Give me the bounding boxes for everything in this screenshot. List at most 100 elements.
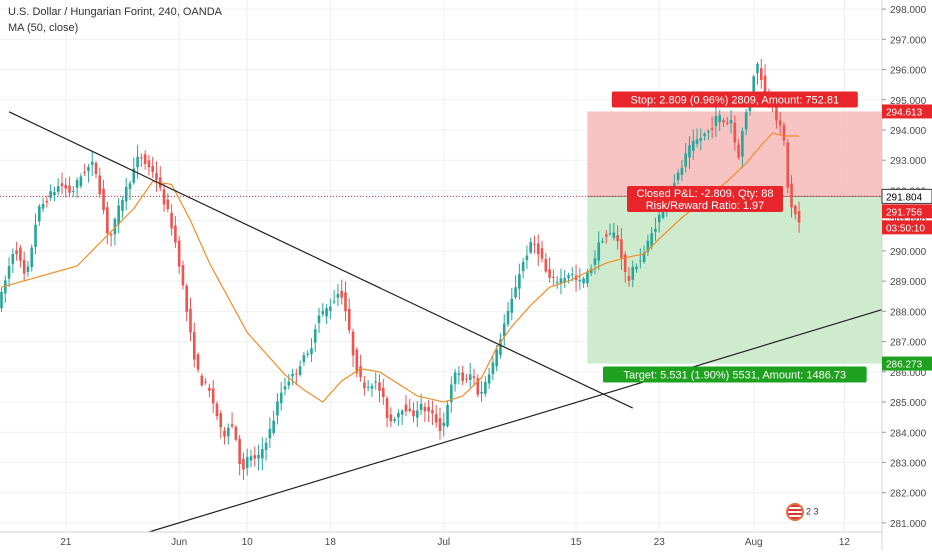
candle	[151, 156, 154, 179]
price-tick-label: 297.000	[890, 35, 927, 46]
price-tick-label: 290.000	[890, 247, 927, 258]
candle-body	[310, 348, 313, 355]
candle-body	[657, 214, 661, 223]
candle	[763, 64, 767, 94]
candle-body	[733, 122, 737, 143]
candle-body	[295, 373, 298, 375]
price-tag-target: 286.273	[882, 356, 932, 371]
candle	[60, 172, 64, 195]
ascending-support-trendline	[148, 309, 882, 532]
candle-body	[75, 180, 79, 188]
candle	[11, 248, 15, 273]
candle	[725, 117, 729, 126]
time-tick-label: Aug	[745, 537, 763, 548]
candle	[128, 180, 132, 201]
pnl-text: Closed P&L: -2.809, Qty: 88	[637, 188, 774, 200]
candle	[90, 150, 94, 176]
candle	[245, 448, 249, 476]
price-tag-entry: 291.804	[881, 188, 932, 204]
candle	[480, 381, 483, 402]
candle-body	[642, 252, 646, 263]
candle	[438, 407, 442, 440]
price-tag-bg	[882, 356, 932, 371]
candle-body	[83, 172, 86, 174]
candle	[778, 112, 782, 135]
candle	[340, 279, 343, 305]
candle-body	[631, 266, 635, 280]
candle	[249, 449, 253, 468]
price-axis: 281.000 282.000 283.000 284.000 285.000 286.0…	[881, 0, 932, 550]
time-tick-label: 15	[570, 537, 582, 548]
candle-body	[359, 366, 362, 378]
candle	[642, 245, 646, 264]
candle-body	[26, 266, 30, 272]
price-tick-label: 282.000	[890, 489, 927, 500]
candle-body	[563, 278, 567, 282]
candle	[612, 223, 616, 241]
price-tick-label: 288.000	[890, 307, 927, 318]
price-tick-label: 295.000	[890, 96, 927, 107]
candle-body	[109, 234, 113, 236]
candle	[495, 345, 498, 372]
candle-body	[313, 329, 317, 343]
candle	[351, 328, 355, 368]
candle-body	[332, 301, 336, 303]
candle-body	[302, 355, 306, 363]
candle-body	[605, 234, 608, 237]
candle-body	[121, 200, 124, 211]
candle-body	[423, 406, 427, 412]
logo-pages: 2 3	[806, 506, 819, 517]
candle	[416, 401, 419, 428]
candle-body	[476, 378, 480, 395]
candle-body	[124, 186, 128, 202]
symbol-title[interactable]: U.S. Dollar / Hungarian Forint, 240, OAN…	[8, 6, 222, 18]
candle-body	[691, 140, 695, 151]
candle-body	[457, 373, 461, 376]
price-tick-label: 289.000	[890, 277, 927, 288]
candle	[389, 407, 393, 428]
stop-label-text: Stop: 2.809 (0.96%) 2809, Amount: 752.81	[631, 94, 840, 106]
candle	[344, 281, 347, 322]
candle	[703, 132, 706, 141]
candle-body	[155, 173, 158, 180]
candle-body	[238, 438, 241, 465]
candle	[3, 275, 7, 303]
candle-body	[684, 153, 687, 167]
candle-body	[136, 156, 139, 168]
candle	[525, 245, 529, 269]
indicator-legend[interactable]: MA (50, close)	[8, 22, 79, 34]
candle-body	[710, 128, 714, 130]
candle	[533, 235, 536, 254]
candle-body	[177, 240, 181, 267]
candle	[56, 178, 60, 196]
candle-body	[336, 293, 340, 298]
candle	[412, 402, 415, 423]
candle-body	[363, 382, 366, 389]
candle-body	[351, 331, 355, 356]
candle-body	[223, 430, 226, 437]
price-tick-label: 286.000	[890, 368, 927, 379]
candle	[461, 365, 464, 386]
candle-body	[106, 207, 109, 234]
candle	[744, 108, 748, 136]
candle-body	[53, 192, 56, 196]
candle-body	[797, 211, 801, 223]
candle-body	[412, 410, 415, 417]
candle	[631, 260, 635, 288]
candle	[476, 374, 480, 398]
price-tick-label: 287.000	[890, 338, 927, 349]
candle-body	[321, 311, 325, 315]
candle-body	[317, 315, 321, 324]
candle	[0, 287, 3, 313]
candle	[442, 412, 446, 437]
candle-body	[419, 403, 423, 410]
candle	[302, 351, 306, 366]
candle	[518, 263, 521, 300]
candle	[510, 288, 514, 321]
candle-body	[472, 376, 476, 378]
candle-body	[450, 384, 453, 403]
candle	[113, 217, 117, 246]
candle-body	[707, 131, 710, 133]
